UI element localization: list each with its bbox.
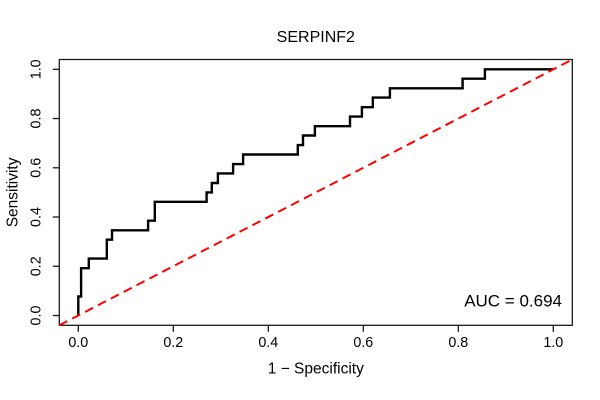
chance-diagonal-line — [58, 58, 573, 327]
x-tick-label: 0.0 — [68, 335, 88, 351]
plot-border — [58, 58, 573, 326]
auc-annotation: AUC = 0.694 — [464, 292, 562, 311]
y-tick-label: 0.2 — [29, 256, 45, 276]
y-tick-label: 0.0 — [29, 306, 45, 326]
x-tick-label: 0.4 — [258, 335, 278, 351]
chart-title: SERPINF2 — [277, 29, 355, 46]
y-axis-title: Sensitivity — [5, 157, 22, 227]
y-tick-label: 1.0 — [29, 59, 45, 79]
y-tick-label: 0.8 — [29, 109, 45, 129]
x-tick-label: 0.2 — [163, 335, 183, 351]
x-axis-title: 1 − Specificity — [268, 361, 364, 378]
x-axis-ticks: 0.0 0.2 0.4 0.6 0.8 1.0 — [68, 325, 563, 351]
y-tick-label: 0.6 — [29, 158, 45, 178]
y-tick-label: 0.4 — [29, 207, 45, 227]
x-tick-label: 0.8 — [448, 335, 468, 351]
x-tick-label: 0.6 — [353, 335, 373, 351]
x-tick-label: 1.0 — [543, 335, 563, 351]
y-axis-ticks: 0.0 0.2 0.4 0.6 0.8 1.0 — [29, 59, 60, 325]
plot-series — [58, 58, 573, 327]
roc-curve-line — [77, 68, 554, 316]
